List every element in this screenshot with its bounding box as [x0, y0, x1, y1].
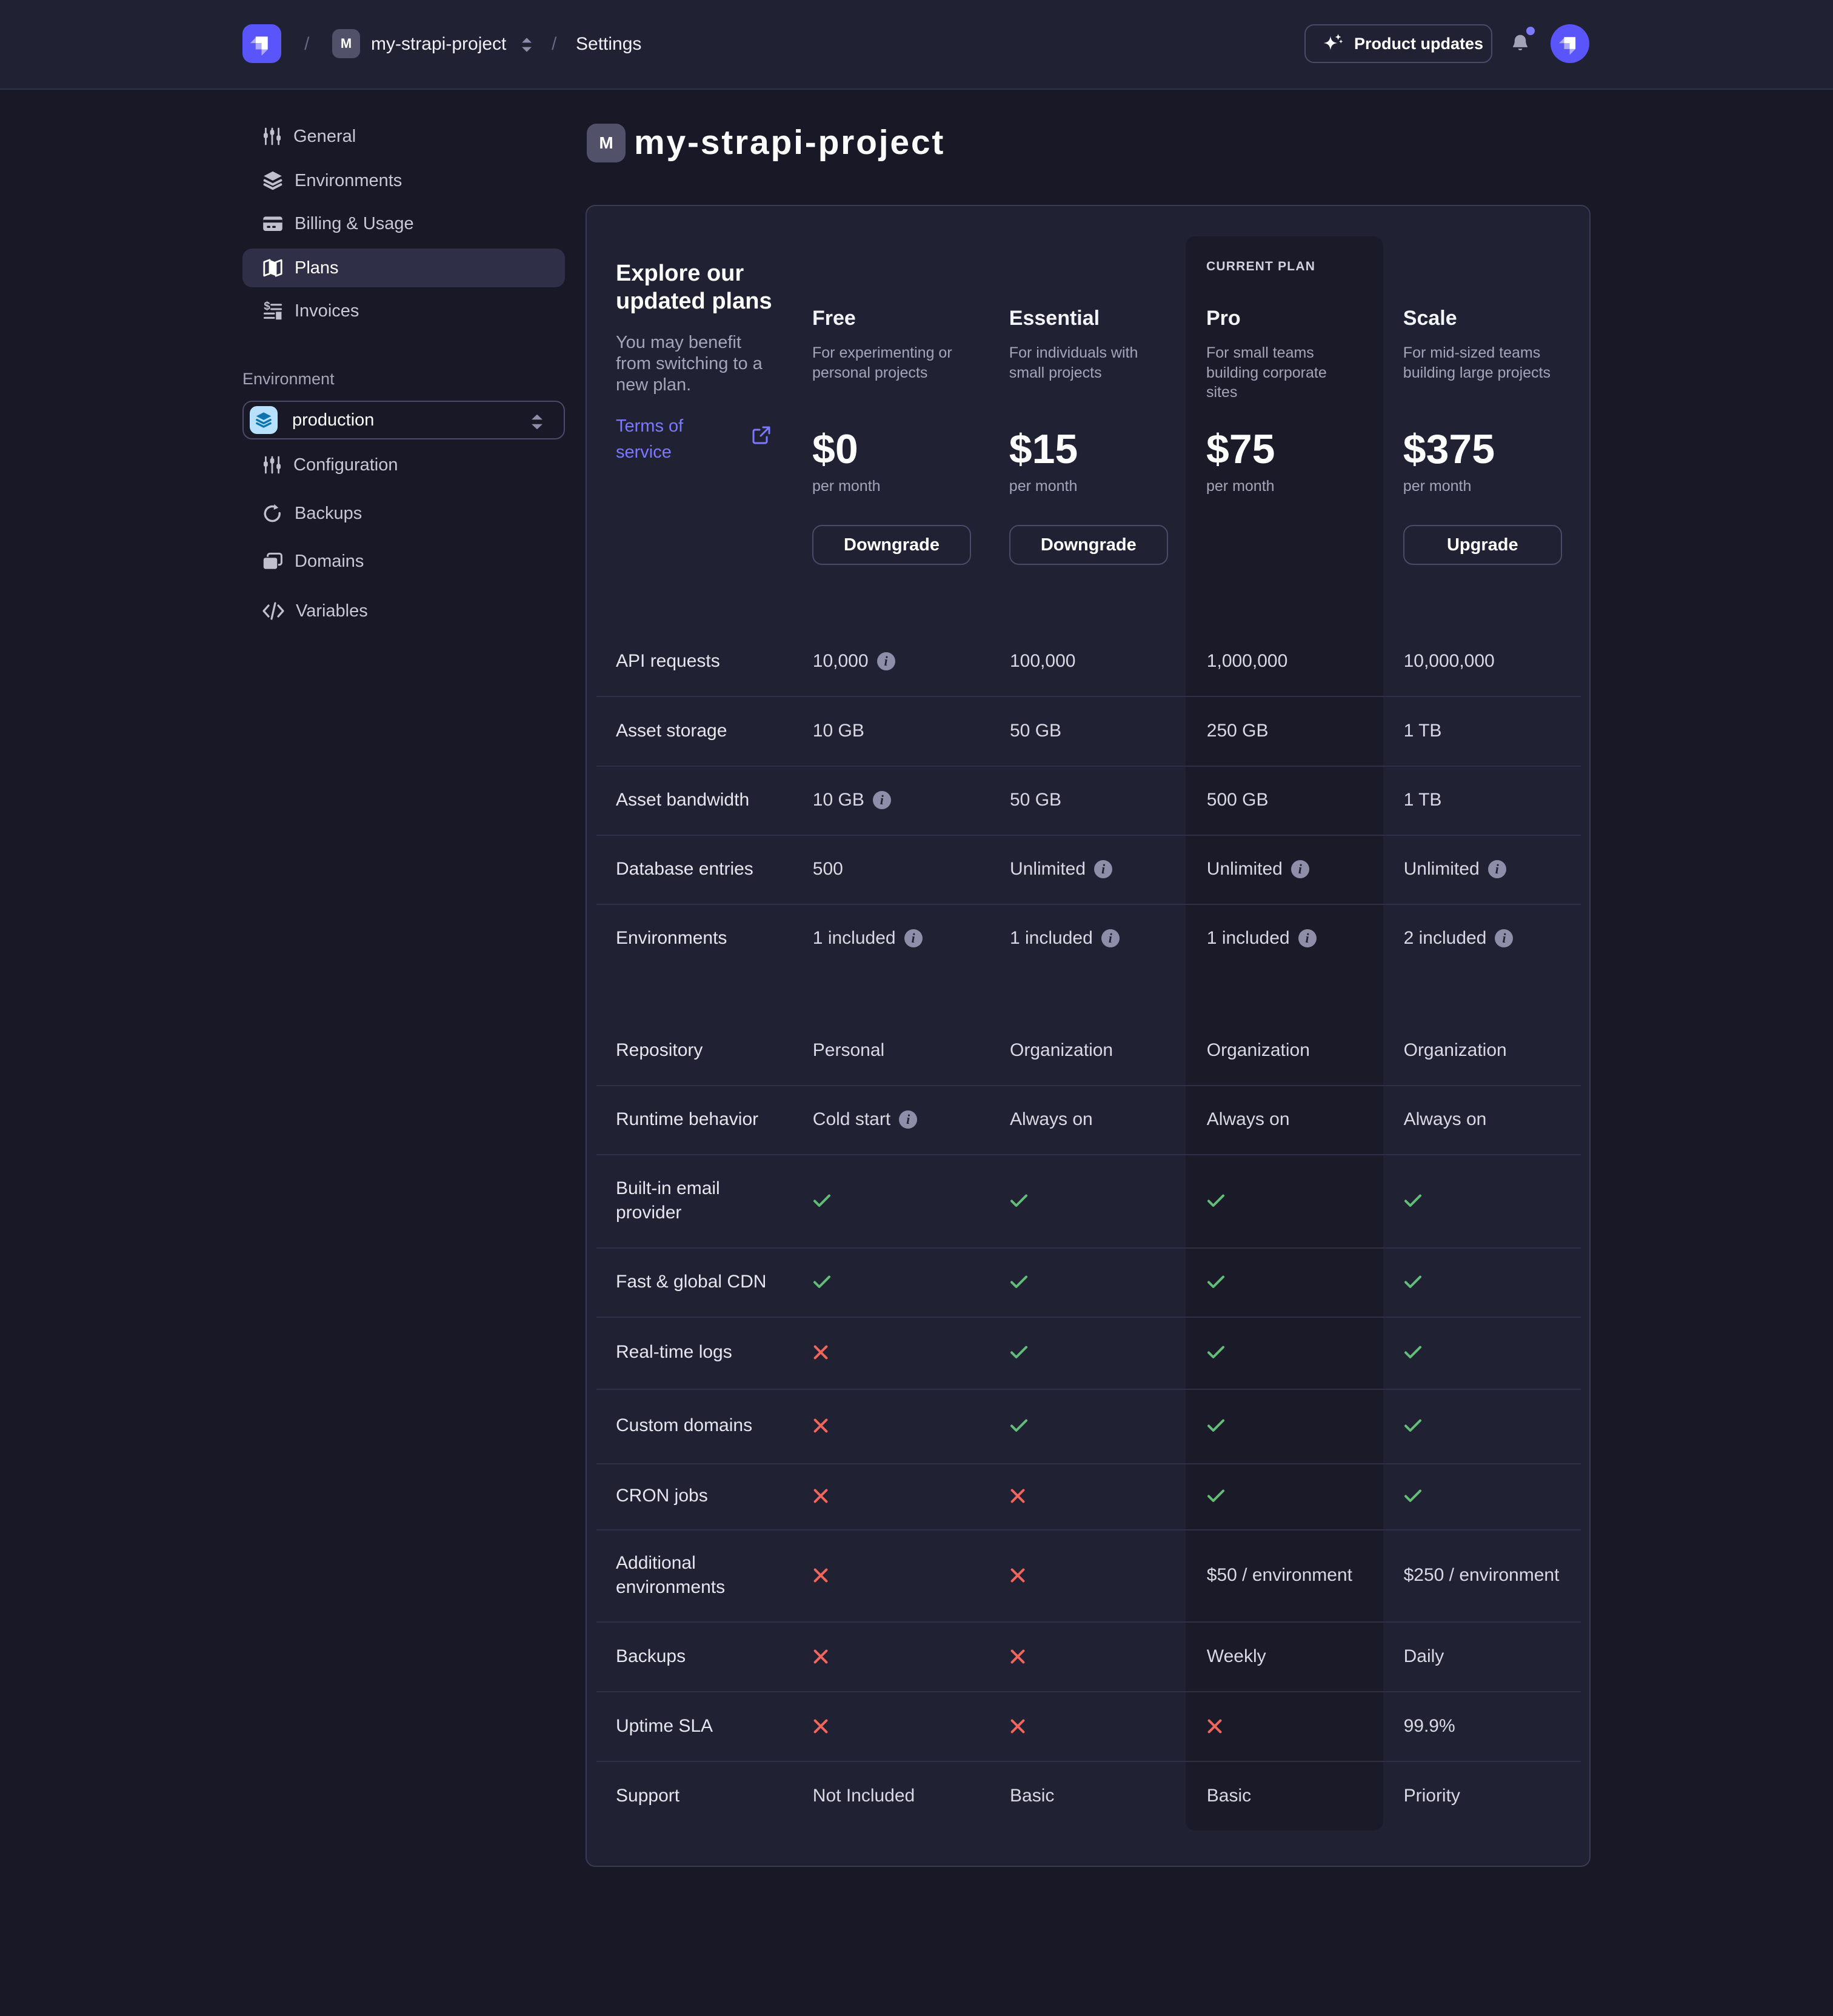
svg-text:$: $: [264, 301, 270, 313]
